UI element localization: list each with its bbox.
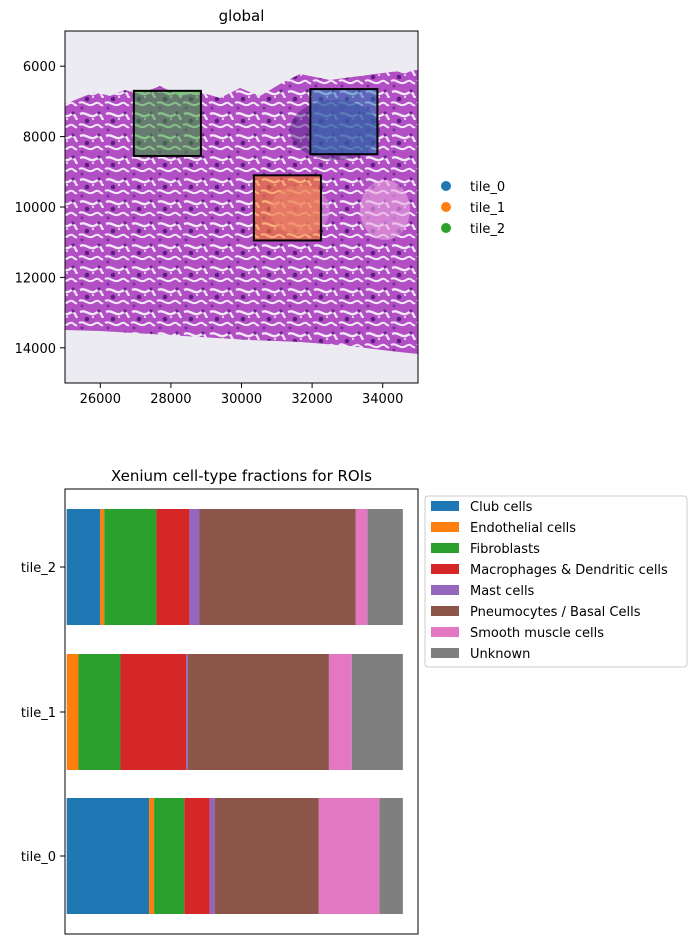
roi-tile_1 <box>252 174 322 242</box>
bar-legend: Club cells Endothelial cells Fibroblasts Ma… <box>424 495 688 668</box>
bar-segment <box>100 509 105 625</box>
y-tick-label: 8000 <box>23 131 56 146</box>
bar-segment <box>328 654 352 770</box>
bar-segment <box>214 798 319 914</box>
bar-segment <box>209 798 215 914</box>
legend-marker-tile_2 <box>441 223 451 233</box>
bar-segment <box>154 798 185 914</box>
roi-tile_0 <box>309 88 379 156</box>
bar-segment <box>351 654 403 770</box>
image-x-axis: 26000 28000 30000 32000 34000 <box>80 383 403 407</box>
image-y-axis: 6000 8000 10000 12000 14000 <box>15 60 65 357</box>
bar-y-axis: tile_0 tile_1 tile_2 <box>21 561 65 865</box>
stacked-bars <box>66 509 403 914</box>
legend-label: Smooth muscle cells <box>470 626 604 641</box>
bar-segment <box>156 509 190 625</box>
bar-legend-frame <box>424 495 688 668</box>
bar-panel-title: Xenium cell-type fractions for ROIs <box>111 467 372 485</box>
legend-swatch <box>431 522 459 532</box>
legend-swatch <box>431 648 459 658</box>
x-tick-label: 32000 <box>291 392 332 407</box>
bar-segment <box>355 509 368 625</box>
roi-tile_2 <box>132 89 202 157</box>
bar-segment <box>189 509 200 625</box>
legend-swatch <box>431 501 459 511</box>
y-tick-label: 6000 <box>23 60 56 75</box>
legend-label: Mast cells <box>470 584 535 599</box>
legend-swatch <box>431 627 459 637</box>
legend-label-tile_2: tile_2 <box>470 222 505 237</box>
x-tick-label: 34000 <box>362 392 403 407</box>
bar-segment <box>66 654 79 770</box>
bar-segment <box>120 654 187 770</box>
bar-segment <box>78 654 121 770</box>
bar-segment <box>199 509 356 625</box>
bar-segment <box>367 509 403 625</box>
legend-label: Macrophages & Dendritic cells <box>470 563 668 578</box>
legend-swatch <box>431 564 459 574</box>
bar-segment <box>186 654 188 770</box>
bar-segment <box>184 798 210 914</box>
category-label: tile_2 <box>21 561 56 576</box>
y-tick-label: 12000 <box>15 271 56 286</box>
x-tick-label: 26000 <box>80 392 121 407</box>
legend-swatch <box>431 543 459 553</box>
bar-segment <box>379 798 403 914</box>
bar-segment <box>104 509 157 625</box>
category-label: tile_0 <box>21 850 56 865</box>
legend-label: Pneumocytes / Basal Cells <box>470 605 641 620</box>
x-tick-label: 30000 <box>221 392 262 407</box>
legend-label-tile_0: tile_0 <box>470 180 505 195</box>
legend-label: Club cells <box>470 500 533 515</box>
y-tick-label: 14000 <box>15 342 56 357</box>
bar-segment <box>66 509 101 625</box>
image-panel: global 26000 28000 30000 32000 34000 6000 800… <box>15 7 505 407</box>
legend-swatch <box>431 585 459 595</box>
legend-label-tile_1: tile_1 <box>470 201 505 216</box>
legend-label: Fibroblasts <box>470 542 540 557</box>
tissue-image <box>65 31 418 383</box>
bar-panel: Xenium cell-type fractions for ROIs tile… <box>21 467 688 935</box>
category-label: tile_1 <box>21 706 56 721</box>
image-legend: tile_0 tile_1 tile_2 <box>441 180 505 237</box>
bar-segment <box>149 798 155 914</box>
bar-segment <box>318 798 380 914</box>
y-tick-label: 10000 <box>15 201 56 216</box>
legend-swatch <box>431 606 459 616</box>
legend-marker-tile_1 <box>441 202 451 212</box>
legend-label: Endothelial cells <box>470 521 576 536</box>
x-tick-label: 28000 <box>150 392 191 407</box>
legend-marker-tile_0 <box>441 181 451 191</box>
roi-overlays <box>132 88 379 242</box>
bar-segment <box>66 798 150 914</box>
legend-label: Unknown <box>470 647 530 662</box>
image-panel-title: global <box>219 7 265 25</box>
bar-segment <box>187 654 329 770</box>
